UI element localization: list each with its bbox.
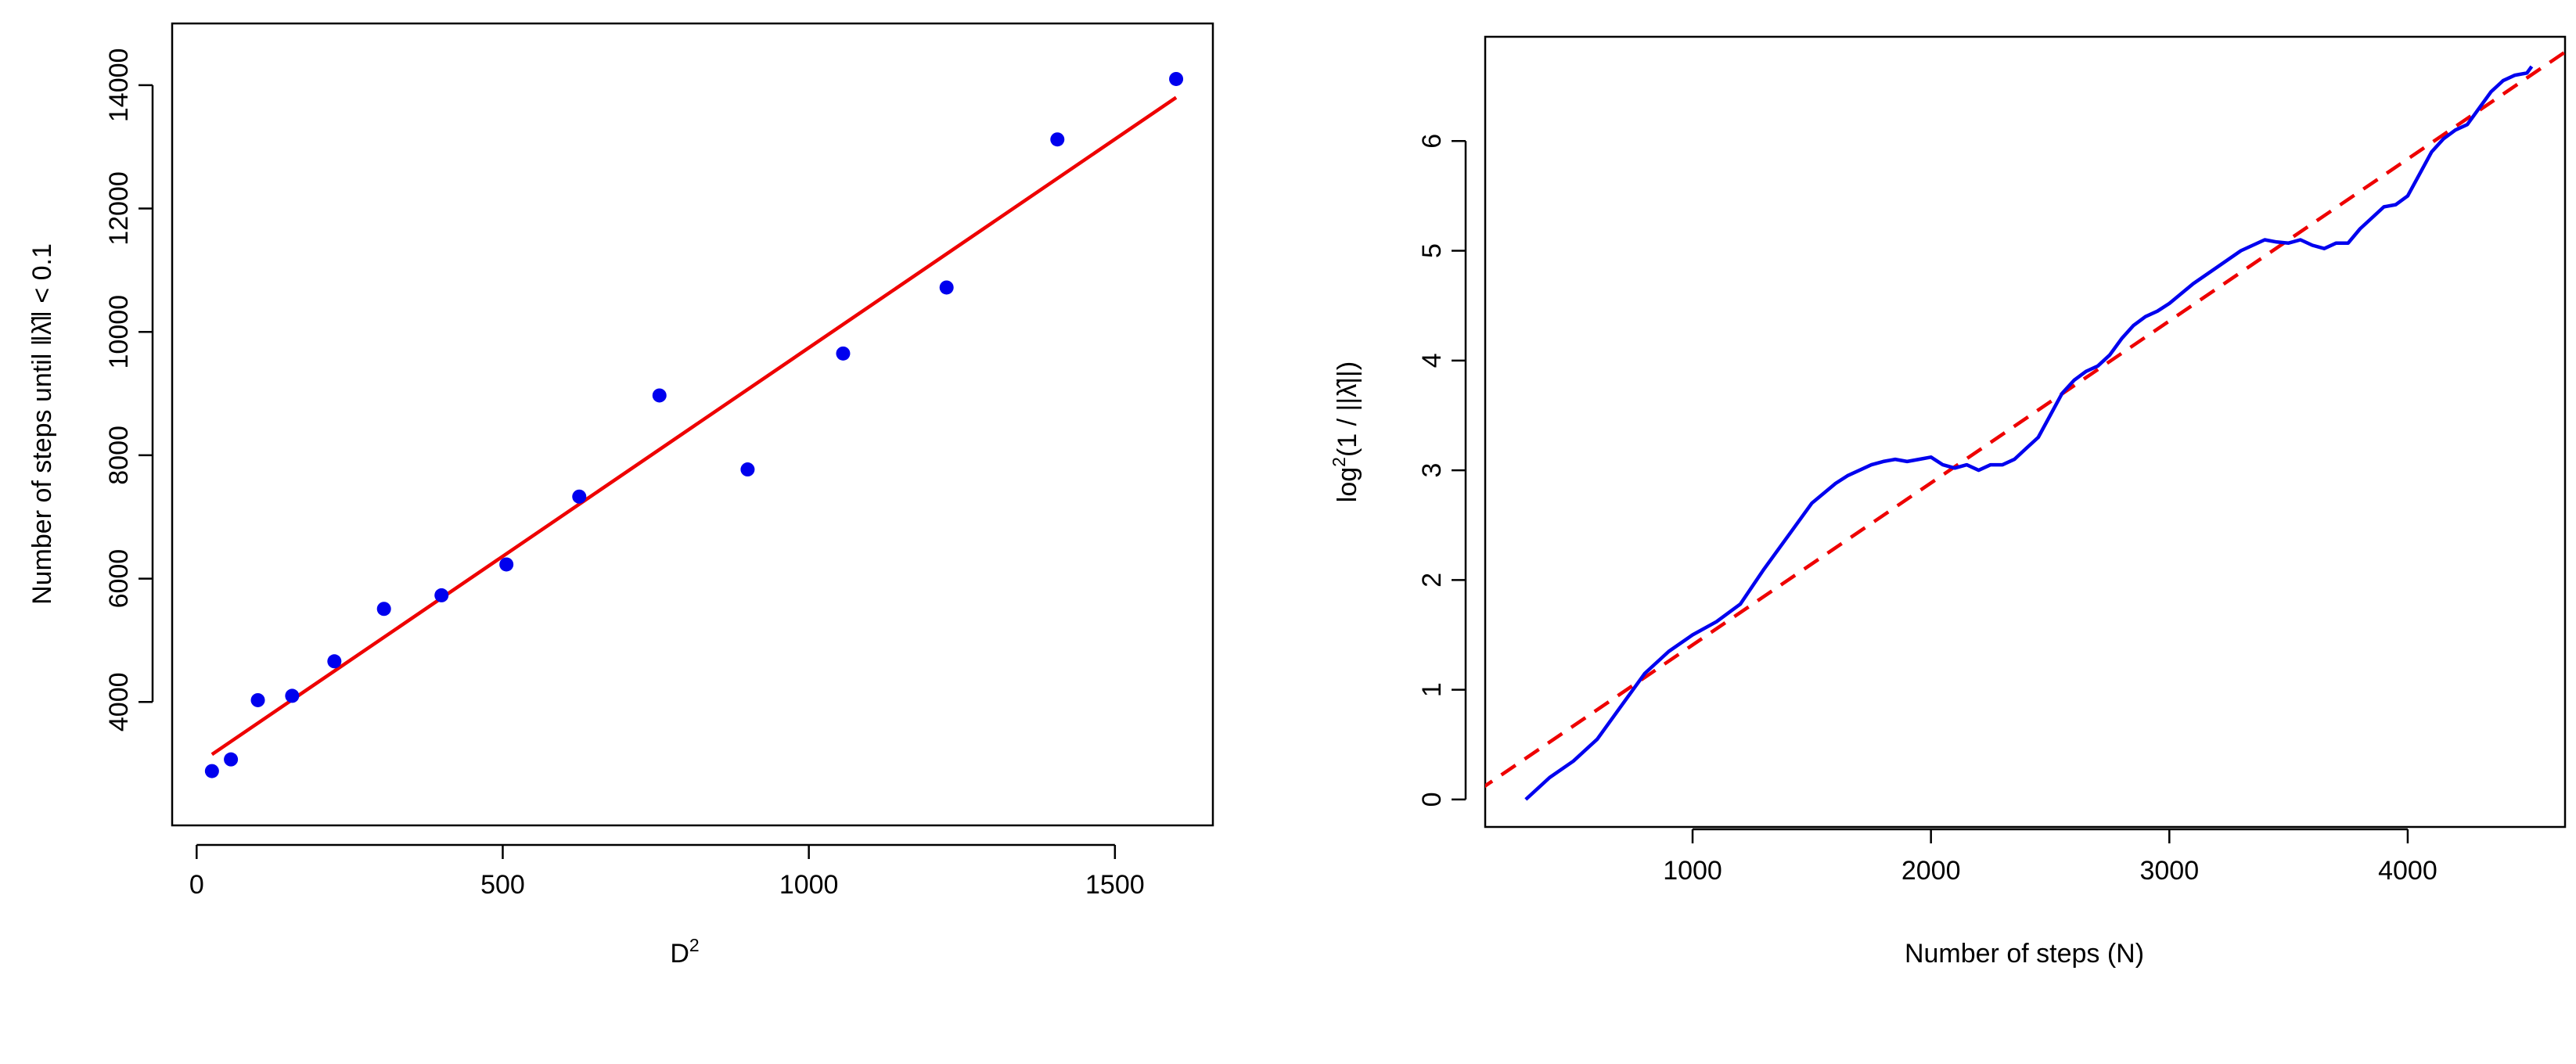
left-points-group <box>204 71 1184 778</box>
left-y-tick-label: 6000 <box>104 549 134 609</box>
right-y-axis-label-pre: log <box>1333 467 1362 502</box>
right-x-axis-label: Number of steps (N) <box>1905 939 2144 969</box>
data-point <box>499 557 514 572</box>
right-y-tick-label: 1 <box>1417 682 1447 697</box>
left-x-axis-label: D2 <box>670 935 699 969</box>
right-plot-frame <box>1484 35 2567 829</box>
left-y-tick-label: 8000 <box>104 426 134 485</box>
right-y-axis-label-post: (1 / ||λ̂||) <box>1333 361 1362 457</box>
right-y-tick-label: 4 <box>1417 353 1447 368</box>
right-y-tick-label: 0 <box>1417 792 1447 807</box>
right-x-tick-label: 4000 <box>2378 856 2437 886</box>
data-point <box>285 688 300 703</box>
right-y-tick-label: 3 <box>1417 463 1447 478</box>
left-x-tick-label: 500 <box>480 870 525 900</box>
right-reference-line <box>1485 49 2565 789</box>
data-point <box>204 764 219 778</box>
data-point <box>572 489 587 504</box>
left-y-tick-label: 10000 <box>104 295 134 369</box>
right-x-tick-label: 2000 <box>1901 856 1961 886</box>
left-fit-line <box>210 95 1178 757</box>
right-y-tick-label: 5 <box>1417 243 1447 258</box>
right-x-tick-label: 3000 <box>2139 856 2199 886</box>
left-y-tick-label: 12000 <box>104 171 134 246</box>
left-x-axis-label-sup: 2 <box>689 935 700 955</box>
right-x-tick-label: 1000 <box>1663 856 1722 886</box>
left-x-tick-label: 1500 <box>1085 870 1145 900</box>
left-y-axis-label: Number of steps until ‖λ̂‖ < 0.1 <box>27 243 57 605</box>
data-point <box>740 462 755 477</box>
data-point <box>1169 71 1184 86</box>
left-panel: 0 500 1000 1500400060008000100001200014000 … <box>27 22 1214 969</box>
left-x-tick-label: 1000 <box>779 870 839 900</box>
left-fit-line-group <box>210 95 1178 757</box>
data-point <box>652 388 667 403</box>
data-point <box>434 588 449 602</box>
right-reference-line-group <box>1485 49 2565 789</box>
right-y-tick-label: 2 <box>1417 573 1447 588</box>
left-x-axis-label-main: D <box>670 939 689 969</box>
data-point <box>224 752 239 767</box>
right-y-axis-label: log2(1 / ||λ̂||) <box>1329 361 1362 502</box>
right-y-axis-label-sup: 2 <box>1329 457 1349 467</box>
right-y-tick-label: 6 <box>1417 134 1447 149</box>
right-panel: 1000 2000 3000 4000 0 1 2 3 4 5 6 Number of steps … <box>1329 35 2567 969</box>
right-curve-group <box>1524 65 2534 801</box>
left-y-tick-label: 14000 <box>104 49 134 123</box>
right-data-curve <box>1524 65 2534 801</box>
data-point <box>836 346 851 361</box>
data-point <box>376 602 391 616</box>
left-y-tick-label: 4000 <box>104 672 134 732</box>
left-plot-frame <box>171 22 1214 827</box>
left-axes: 0 500 1000 1500 4000 6000 8000 10000 12000 14000 <box>104 49 1145 900</box>
data-point <box>1050 132 1065 147</box>
right-axes: 1000 2000 3000 4000 0 1 2 3 4 5 6 <box>1417 134 2437 886</box>
data-point <box>327 654 342 669</box>
left-x-tick-label: 0 <box>189 870 204 900</box>
data-point <box>939 280 954 295</box>
data-point <box>250 692 265 707</box>
